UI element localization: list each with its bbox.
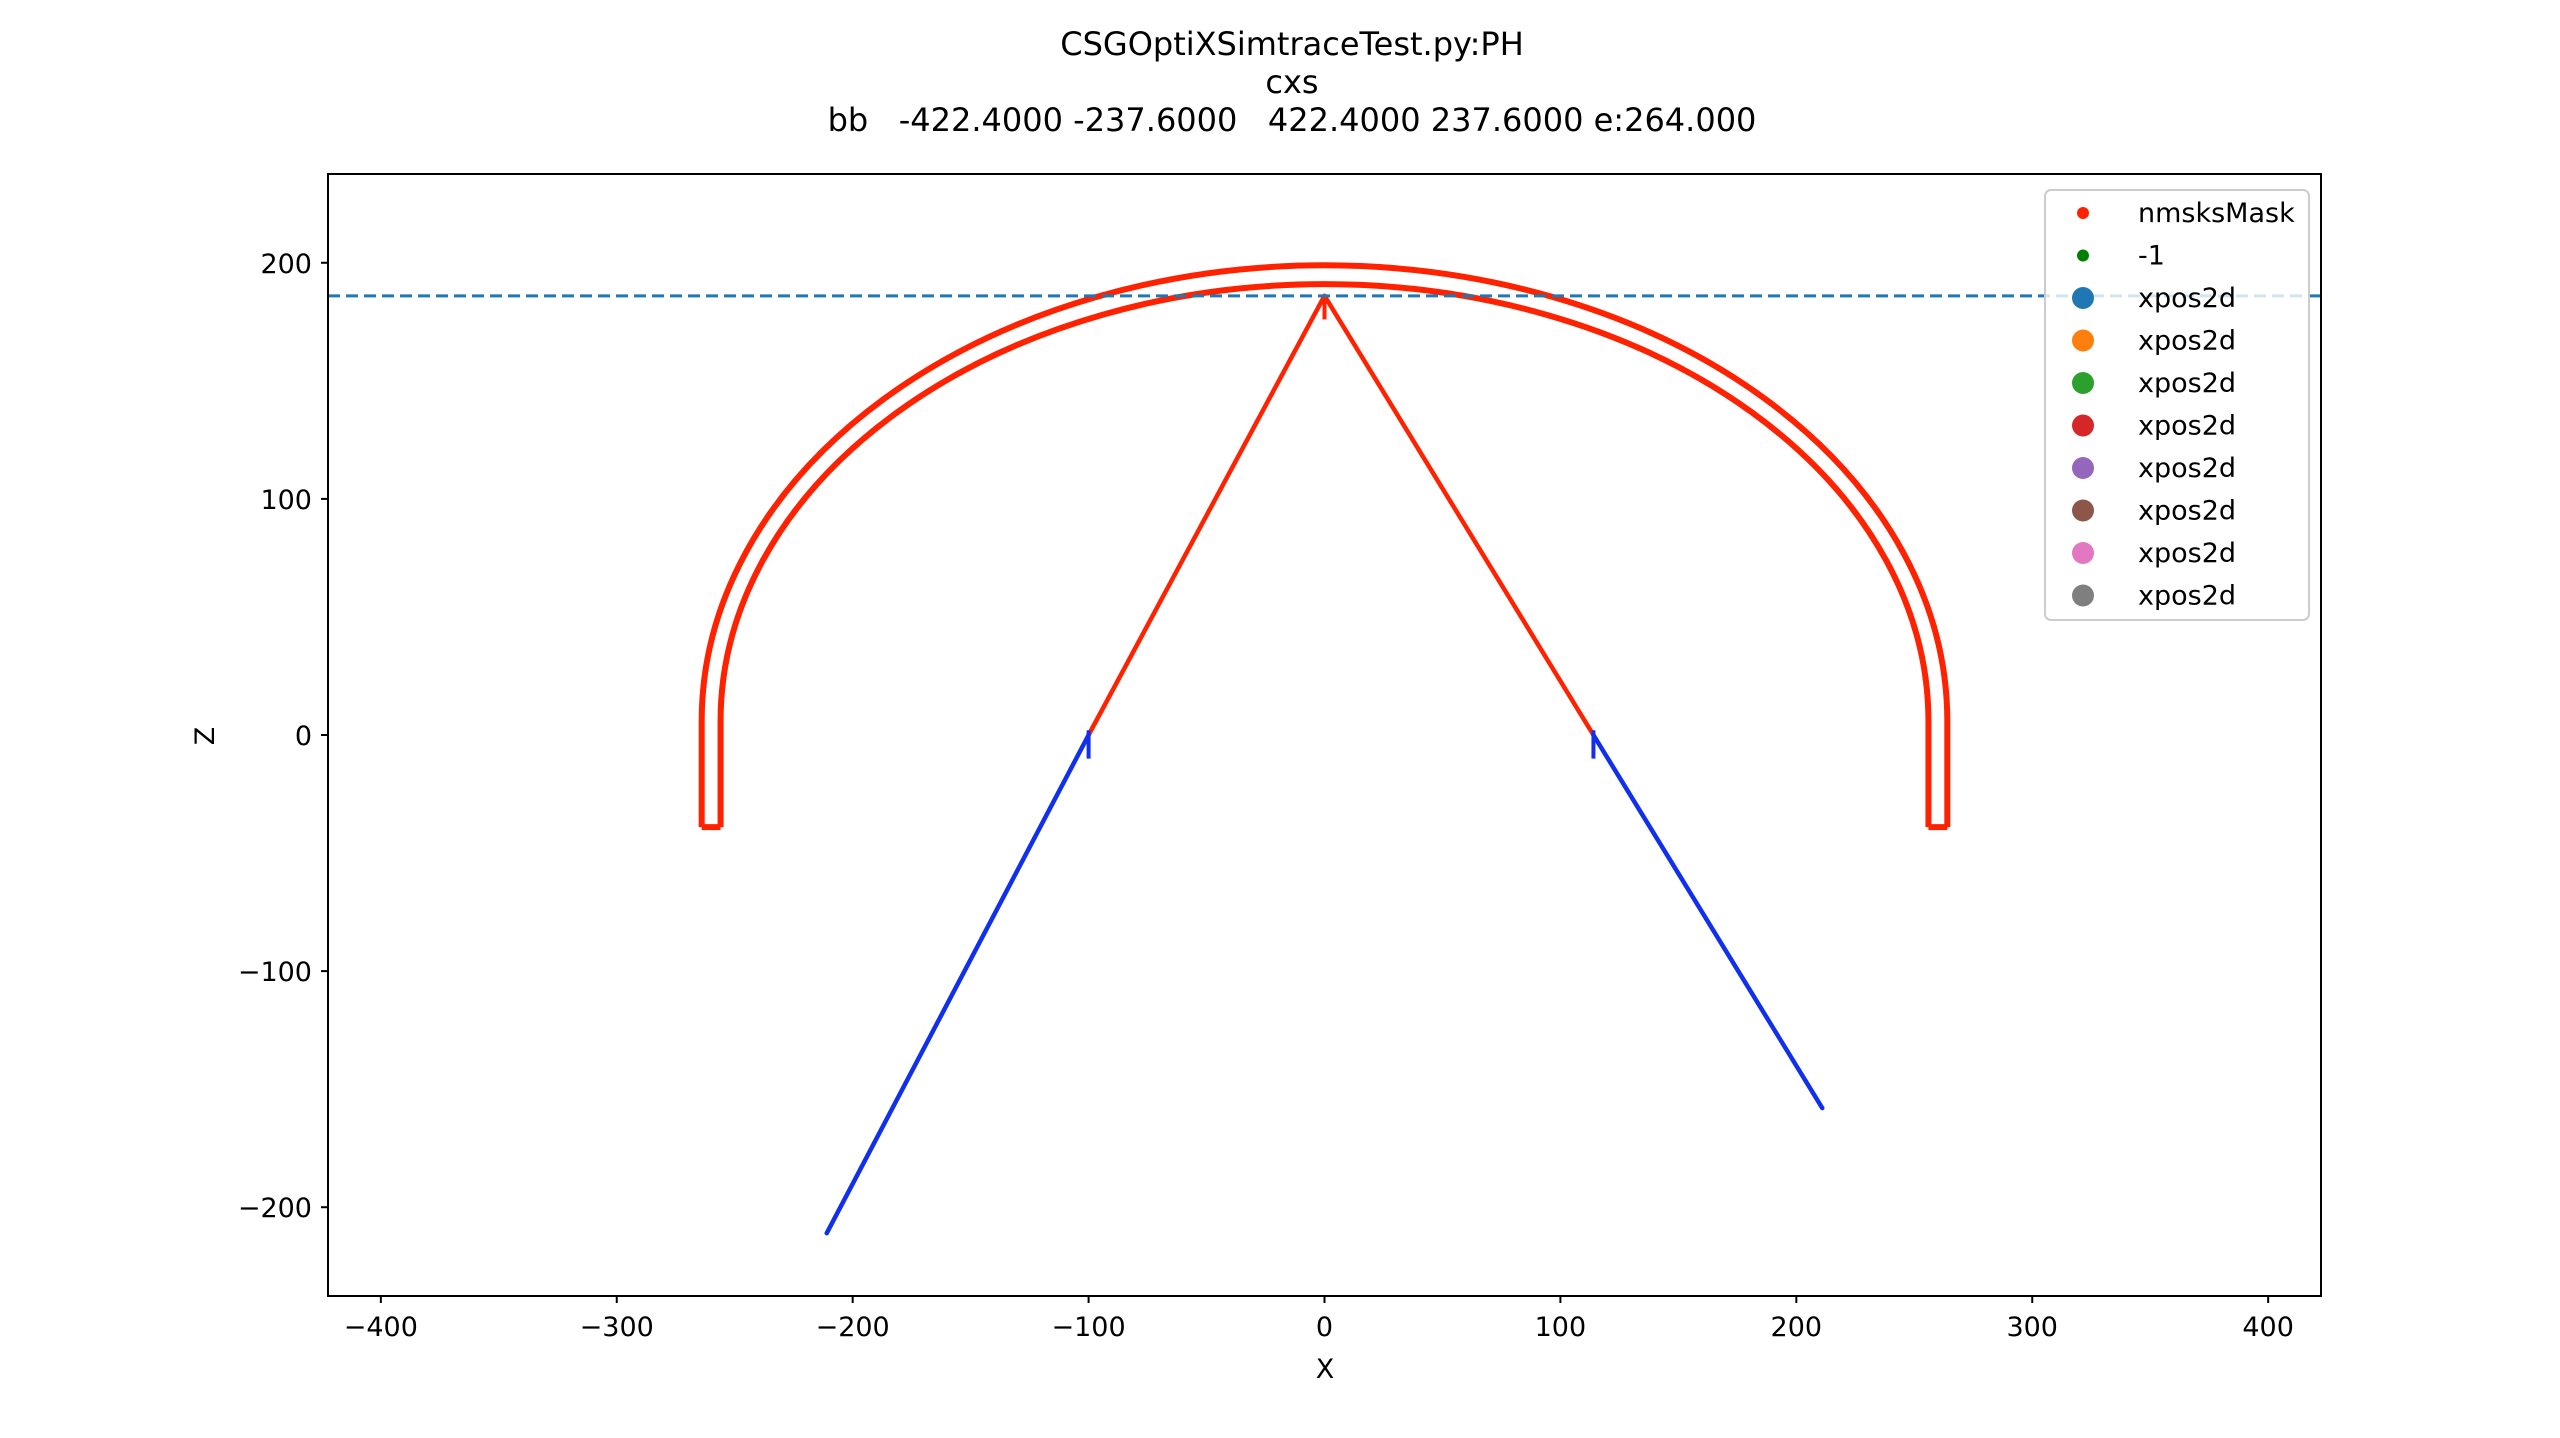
legend-box — [2044, 189, 2310, 621]
chart-title-line-1: CSGOptiXSimtraceTest.py:PH — [1060, 25, 1524, 63]
y-tick-label: −200 — [238, 1193, 312, 1224]
legend-label: xpos2d — [2138, 581, 2236, 612]
legend-label: xpos2d — [2138, 368, 2236, 399]
x-tick-label: 300 — [2006, 1312, 2058, 1343]
legend-marker — [2072, 457, 2094, 479]
shell-outer-boundary — [698, 263, 1951, 828]
legend-label: xpos2d — [2138, 326, 2236, 357]
legend-label: xpos2d — [2138, 538, 2236, 569]
ray-segment-1-1 — [1591, 732, 1825, 1111]
legend-marker — [2072, 329, 2094, 352]
x-tick-label: 400 — [2242, 1312, 2294, 1343]
legend-marker — [2072, 584, 2094, 607]
x-tick-label: 200 — [1771, 1312, 1823, 1343]
plot-area — [328, 263, 2321, 1236]
chart-title-line-2: cxs — [1265, 63, 1318, 101]
ray-segment-0-1 — [1322, 293, 1596, 738]
legend-label: -1 — [2138, 241, 2165, 272]
x-tick-label: −200 — [816, 1312, 890, 1343]
y-tick-label: 100 — [260, 485, 312, 516]
y-tick-label: 200 — [260, 249, 312, 280]
y-axis: −200 −100 0 100 200 — [238, 249, 328, 1224]
ray-segment-1-0 — [824, 732, 1091, 1236]
shell-inner-boundary — [717, 281, 1932, 828]
x-tick-label: −300 — [580, 1312, 654, 1343]
ray-segment-0-0 — [1086, 293, 1327, 738]
x-tick-label: −400 — [344, 1312, 418, 1343]
x-axis-label: X — [1316, 1354, 1335, 1385]
legend-marker — [2072, 414, 2094, 437]
legend-label: xpos2d — [2138, 453, 2236, 484]
y-tick-label: −100 — [238, 957, 312, 988]
legend-marker — [2072, 499, 2094, 522]
legend-marker — [2072, 372, 2094, 394]
legend-marker — [2072, 287, 2094, 309]
legend-label: xpos2d — [2138, 496, 2236, 527]
plot-frame — [327, 173, 2322, 1297]
x-axis: −400 −300 −200 −100 0 100 200 300 400 — [344, 1296, 2294, 1343]
x-tick-label: 100 — [1535, 1312, 1587, 1343]
legend-marker — [2077, 207, 2089, 219]
chart-title: CSGOptiXSimtraceTest.py:PH cxs bb -422.4… — [828, 25, 1757, 139]
legend-marker — [2072, 542, 2094, 564]
legend-label: nmsksMask — [2138, 198, 2295, 229]
y-axis-label: Z — [190, 727, 221, 746]
legend-marker — [2077, 249, 2089, 262]
y-tick-label: 0 — [295, 721, 312, 752]
chart-title-line-3: bb -422.4000 -237.6000 422.4000 237.6000… — [828, 101, 1757, 139]
legend-label: xpos2d — [2138, 411, 2236, 442]
x-tick-label: −100 — [1052, 1312, 1126, 1343]
legend: nmsksMask -1 xpos2d xpos2d xpos2d xpos2d xpos2… — [2044, 189, 2310, 621]
legend-label: xpos2d — [2138, 283, 2236, 314]
x-tick-label: 0 — [1316, 1312, 1333, 1343]
